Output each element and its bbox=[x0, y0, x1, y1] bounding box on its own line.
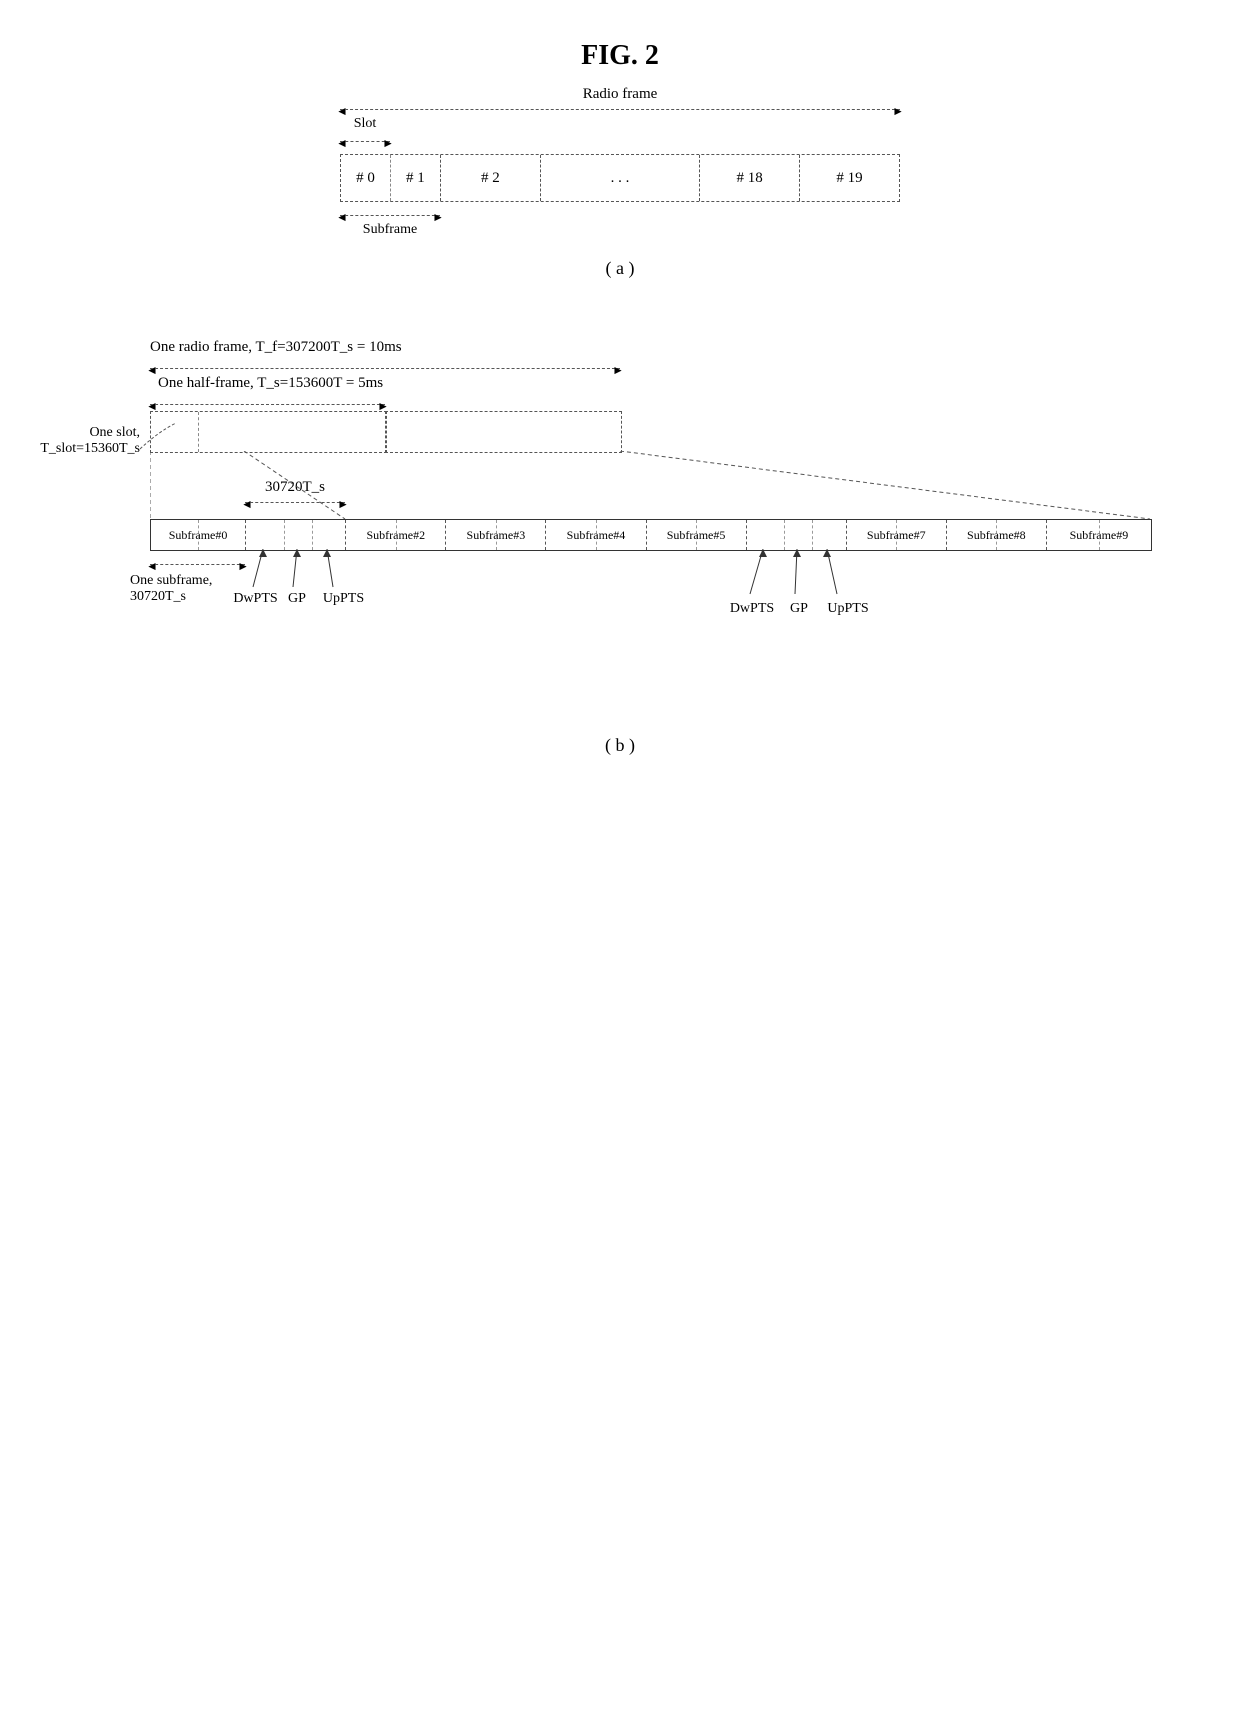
arrow-right-icon: ► bbox=[432, 210, 444, 225]
part-a: ◄ ► Radio frame ◄ ► Slot # 0 # 1 # 2 . .… bbox=[340, 102, 900, 279]
slot-label: Slot bbox=[350, 116, 381, 132]
half-frame-box-right bbox=[385, 411, 622, 453]
cell-18: # 18 bbox=[700, 155, 800, 201]
subframe-4: Subframe#4 bbox=[546, 520, 646, 550]
arrow-left-icon: ◄ bbox=[336, 104, 348, 119]
radio-frame-dimension: ◄ ► Radio frame bbox=[340, 102, 900, 116]
uppts-label-2: UpPTS bbox=[818, 601, 878, 617]
gp-label-1: GP bbox=[282, 591, 312, 607]
part-b-caption: ( b ) bbox=[70, 735, 1170, 756]
radio-frame-label: Radio frame bbox=[579, 86, 662, 103]
subframe-9: Subframe#9 bbox=[1047, 520, 1151, 550]
subframe-8: Subframe#8 bbox=[947, 520, 1047, 550]
figure-title: FIG. 2 bbox=[40, 40, 1200, 72]
half-frame-dim: ◄ ► bbox=[150, 397, 385, 411]
slot-separator bbox=[198, 412, 199, 452]
slot-dimension: ◄ ► Slot bbox=[340, 134, 390, 148]
subframe-0: Subframe#0 bbox=[151, 520, 246, 550]
one-slot-label: One slot, T_slot=15360T_s bbox=[40, 425, 140, 457]
one-subframe-label: One subframe, 30720T_s bbox=[130, 573, 212, 605]
cell-0: # 0 # 1 bbox=[341, 155, 441, 201]
part-a-caption: ( a ) bbox=[340, 258, 900, 279]
dwpts-label-2: DwPTS bbox=[722, 601, 782, 617]
arrow-left-icon: ◄ bbox=[336, 210, 348, 225]
subframe-dimension: ◄ ► Subframe bbox=[340, 208, 440, 222]
subframe-label: Subframe bbox=[359, 222, 421, 238]
subframe-special-6 bbox=[747, 520, 847, 550]
radio-frame-text: One radio frame, T_f=307200T_s = 10ms bbox=[150, 339, 402, 356]
radio-frame-dim-b: ◄ ► bbox=[150, 361, 620, 375]
subframe-3: Subframe#3 bbox=[446, 520, 546, 550]
cell-2: # 2 bbox=[441, 155, 541, 201]
gp-label-2: GP bbox=[784, 601, 814, 617]
arrow-left-icon: ◄ bbox=[146, 559, 158, 574]
one-subframe-dim: ◄ ► bbox=[150, 557, 245, 571]
arrow-right-icon: ► bbox=[382, 136, 394, 151]
subframe-special-1 bbox=[246, 520, 346, 550]
cell-half: # 0 bbox=[341, 155, 391, 201]
subframe-5: Subframe#5 bbox=[647, 520, 747, 550]
subframe-7: Subframe#7 bbox=[847, 520, 947, 550]
half-frame-text: One half-frame, T_s=153600T = 5ms bbox=[158, 375, 383, 392]
arrow-left-icon: ◄ bbox=[146, 363, 158, 378]
arrow-right-icon: ► bbox=[612, 363, 624, 378]
arrow-left-icon: ◄ bbox=[336, 136, 348, 151]
cell-19: # 19 bbox=[800, 155, 899, 201]
cell-ellipsis: . . . bbox=[541, 155, 700, 201]
uppts-label-1: UpPTS bbox=[316, 591, 371, 607]
arrow-right-icon: ► bbox=[892, 104, 904, 119]
subframe-2: Subframe#2 bbox=[346, 520, 446, 550]
subframe-row: Subframe#0 Subframe#2 Subframe#3 Subfram… bbox=[150, 519, 1152, 551]
frame-row: # 0 # 1 # 2 . . . # 18 # 19 bbox=[340, 154, 900, 202]
special6-arrows bbox=[745, 549, 865, 604]
part-b: One radio frame, T_f=307200T_s = 10ms ◄ … bbox=[70, 339, 1170, 859]
cell-half: # 1 bbox=[391, 155, 440, 201]
dwpts-label-1: DwPTS bbox=[228, 591, 283, 607]
